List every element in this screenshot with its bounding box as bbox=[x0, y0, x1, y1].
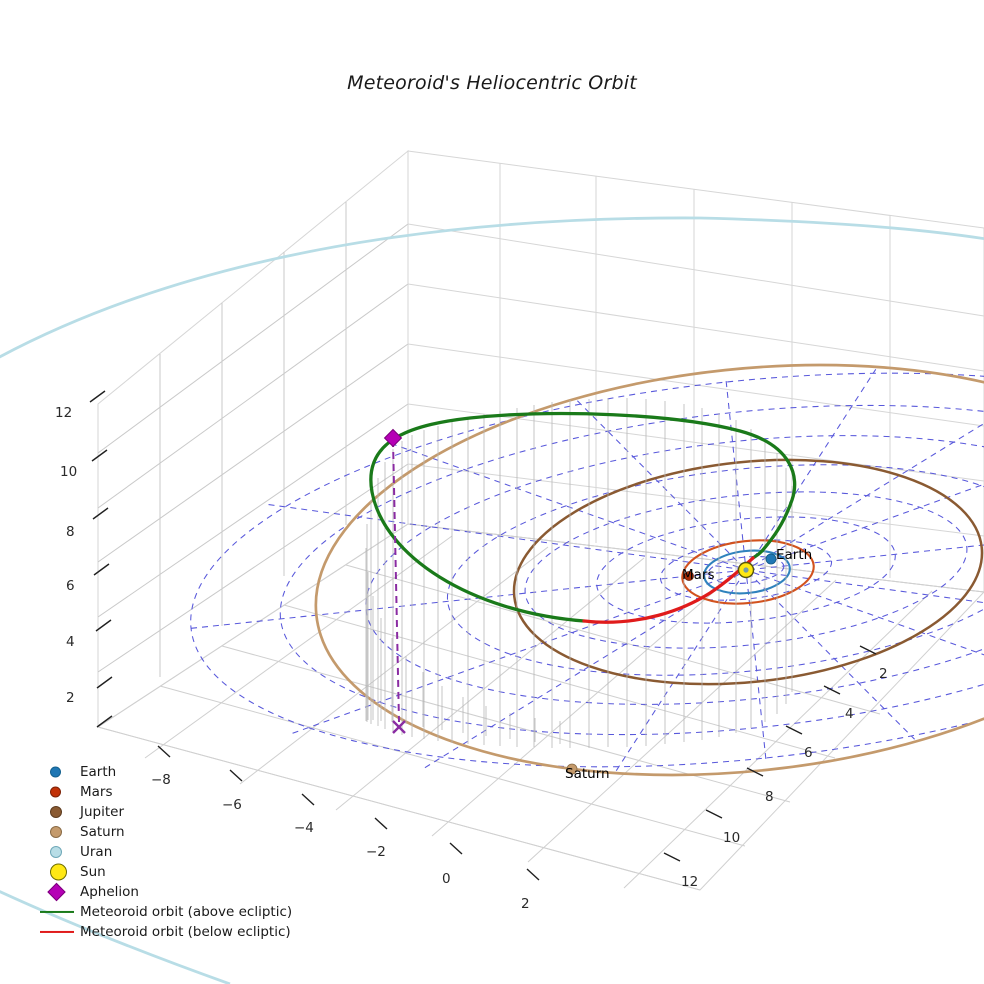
planet-orbits bbox=[0, 216, 984, 984]
jupiter-orbit-path bbox=[512, 458, 984, 686]
legend-item-label: Aphelion bbox=[80, 884, 139, 900]
depth-axis-tick-label: 8 bbox=[765, 789, 774, 805]
y-axis-tick-label: 4 bbox=[66, 634, 75, 650]
legend-item-meteoroid-orbit-below-ecliptic[interactable]: Meteoroid orbit (below ecliptic) bbox=[36, 922, 336, 942]
legend-item-mars[interactable]: Mars bbox=[36, 782, 336, 802]
earth-dot-icon bbox=[50, 766, 61, 778]
legend-item-label: Earth bbox=[80, 764, 117, 780]
legend-item-saturn[interactable]: Saturn bbox=[36, 822, 336, 842]
page-title: Meteoroid's Heliocentric Orbit bbox=[347, 72, 637, 94]
jupiter-dot-icon bbox=[50, 806, 62, 818]
y-axis-tick-label: 2 bbox=[66, 690, 75, 706]
depth-axis-tick-label: 4 bbox=[845, 706, 854, 722]
legend-dot-icon bbox=[36, 862, 76, 882]
x-axis-tick-label: 2 bbox=[521, 896, 530, 912]
legend-item-label: Meteoroid orbit (above ecliptic) bbox=[80, 904, 293, 920]
x-axis-tick-label: 0 bbox=[442, 871, 451, 887]
axis-panes bbox=[96, 149, 984, 891]
y-axis-tick-label: 12 bbox=[55, 405, 73, 421]
earth-marker bbox=[765, 553, 777, 565]
legend-dot-icon bbox=[36, 782, 76, 802]
sun-inner-dot bbox=[743, 567, 749, 573]
meteoroid-orbit-below bbox=[582, 556, 755, 624]
legend-dot-icon bbox=[36, 822, 76, 842]
legend-item-meteoroid-orbit-above-ecliptic[interactable]: Meteoroid orbit (above ecliptic) bbox=[36, 902, 336, 922]
x-axis-tick-label: −4 bbox=[294, 820, 314, 836]
mars-dot-icon bbox=[50, 786, 61, 798]
sun-dot-icon bbox=[50, 863, 67, 881]
body-label-saturn: Saturn bbox=[565, 766, 610, 782]
legend-item-label: Jupiter bbox=[80, 804, 125, 820]
y-axis-tick-label: 6 bbox=[66, 578, 75, 594]
legend-line-swatch bbox=[40, 910, 74, 914]
y-axis-tick-label: 10 bbox=[60, 464, 78, 480]
legend-item-sun[interactable]: Sun bbox=[36, 862, 336, 882]
legend-line-icon bbox=[36, 902, 76, 922]
saturn-dot-icon bbox=[50, 826, 62, 838]
x-axis-tick-label: −6 bbox=[222, 797, 242, 813]
aphelion-drop-line bbox=[392, 439, 406, 734]
legend-item-label: Sun bbox=[80, 864, 106, 880]
depth-axis-tick-label: 12 bbox=[681, 874, 699, 890]
saturn-marker bbox=[566, 763, 578, 775]
legend-item-label: Mars bbox=[80, 784, 113, 800]
uran-dot-icon bbox=[50, 846, 62, 858]
meteoroid-green-path bbox=[369, 411, 797, 623]
saturn-orbit-path bbox=[314, 363, 984, 777]
aphelion-diamond-icon bbox=[47, 882, 66, 902]
mars-marker bbox=[684, 571, 694, 581]
pane-left bbox=[97, 149, 409, 728]
y-axis-tick-label: 8 bbox=[66, 524, 75, 540]
orbit-drop-stems bbox=[365, 398, 793, 748]
legend-item-label: Uran bbox=[80, 844, 113, 860]
uranus-orbit-path-lower bbox=[0, 889, 231, 984]
legend-diamond-icon bbox=[36, 882, 76, 902]
body-label-earth: Earth bbox=[776, 547, 813, 563]
legend-item-uran[interactable]: Uran bbox=[36, 842, 336, 862]
legend-item-jupiter[interactable]: Jupiter bbox=[36, 802, 336, 822]
depth-axis-tick-label: 2 bbox=[879, 666, 888, 682]
legend-item-label: Saturn bbox=[80, 824, 125, 840]
axis-tick-marks bbox=[89, 390, 877, 881]
legend-line-icon bbox=[36, 922, 76, 942]
x-axis-tick-label: −2 bbox=[366, 844, 386, 860]
depth-axis-tick-label: 6 bbox=[804, 745, 813, 761]
body-markers bbox=[383, 428, 777, 775]
depth-axis-tick-label: 10 bbox=[723, 830, 741, 846]
aphelion-ground-x-icon bbox=[392, 720, 406, 734]
x-axis-tick-label: −8 bbox=[151, 772, 171, 788]
pane-floor bbox=[96, 523, 984, 891]
meteoroid-red-path bbox=[582, 556, 755, 624]
body-label-mars: Mars bbox=[682, 567, 715, 583]
legend-dot-icon bbox=[36, 762, 76, 782]
legend-item-earth[interactable]: Earth bbox=[36, 762, 336, 782]
legend-dot-icon bbox=[36, 802, 76, 822]
legend-item-aphelion[interactable]: Aphelion bbox=[36, 882, 336, 902]
earth-orbit-path bbox=[703, 549, 791, 595]
legend-item-label: Meteoroid orbit (below ecliptic) bbox=[80, 924, 291, 940]
legend-line-swatch bbox=[40, 930, 74, 934]
aphelion-marker bbox=[383, 428, 403, 448]
uranus-orbit-path bbox=[0, 216, 984, 359]
legend: Earth Mars Jupiter Saturn Uran Sun Aphelion Met… bbox=[36, 762, 336, 942]
legend-dot-icon bbox=[36, 842, 76, 862]
meteoroid-orbit-above bbox=[369, 411, 797, 623]
